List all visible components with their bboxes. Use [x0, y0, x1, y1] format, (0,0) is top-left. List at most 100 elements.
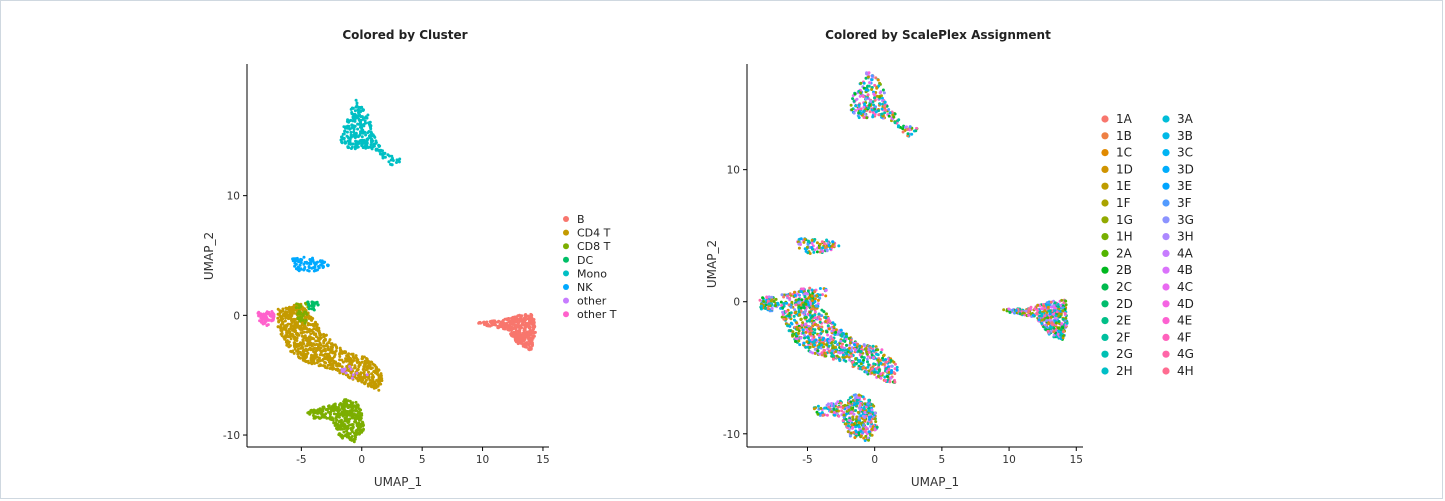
data-point [824, 316, 828, 320]
data-point [335, 418, 339, 422]
data-point [854, 425, 858, 429]
data-point [1049, 300, 1053, 304]
data-point [307, 411, 311, 415]
data-point [854, 396, 857, 400]
data-point [276, 316, 280, 320]
data-point [854, 409, 858, 412]
data-point [532, 318, 536, 321]
data-point [807, 327, 811, 331]
data-point [806, 292, 810, 296]
data-point [258, 312, 262, 316]
data-point [871, 349, 875, 353]
data-point [807, 296, 811, 300]
data-point [1038, 314, 1042, 318]
legend-swatch [1162, 283, 1170, 291]
data-point [527, 324, 531, 328]
data-point [839, 339, 843, 343]
data-point [350, 423, 354, 426]
data-point [839, 401, 843, 405]
legend-swatch [563, 256, 569, 263]
data-point [508, 325, 512, 329]
data-point [354, 376, 358, 380]
data-point [305, 312, 309, 316]
data-point [845, 352, 849, 356]
data-point [1056, 302, 1060, 306]
data-point [315, 346, 319, 350]
data-point [528, 348, 531, 352]
data-point [316, 268, 319, 272]
data-point [361, 428, 365, 432]
data-point [391, 159, 395, 162]
data-point [889, 359, 893, 362]
data-point [345, 400, 348, 403]
data-point [893, 362, 897, 366]
data-point [867, 71, 871, 75]
data-point [810, 288, 814, 292]
data-point [848, 343, 852, 347]
data-point [866, 75, 870, 79]
data-point [344, 433, 348, 437]
x-axis-title: UMAP_1 [911, 475, 959, 489]
data-point [298, 267, 302, 271]
data-point [307, 328, 311, 332]
data-point [390, 154, 394, 158]
data-point [310, 342, 314, 346]
data-point [813, 331, 817, 335]
data-point [804, 302, 808, 306]
data-point [358, 106, 362, 109]
data-point [805, 245, 809, 249]
data-point [799, 290, 803, 294]
data-point [893, 121, 897, 125]
data-point [833, 413, 837, 417]
data-point [331, 356, 335, 360]
data-point [871, 111, 875, 114]
data-point [857, 425, 861, 429]
data-point [318, 332, 322, 336]
data-point [827, 244, 831, 247]
data-point [908, 125, 912, 129]
data-point [798, 313, 802, 317]
data-point [1044, 328, 1048, 332]
data-point [791, 330, 795, 334]
data-point [839, 345, 843, 349]
data-point [281, 317, 285, 321]
legend-swatch [563, 297, 569, 304]
data-point [298, 341, 302, 345]
data-point [884, 379, 887, 383]
data-point [308, 323, 312, 326]
y-tick-label: 0 [733, 297, 740, 309]
data-point [883, 100, 887, 104]
data-point [301, 338, 305, 342]
legend-label: 4C [1177, 280, 1193, 294]
data-point [1011, 308, 1015, 312]
data-point [862, 81, 866, 85]
data-point [1064, 303, 1068, 307]
data-point [356, 122, 360, 126]
data-point [279, 332, 283, 336]
x-tick-label: 5 [939, 454, 946, 466]
data-point [832, 407, 836, 411]
data-point [301, 318, 305, 322]
data-point [269, 314, 273, 318]
data-point [841, 353, 845, 357]
chart-title: Colored by ScalePlex Assignment [825, 28, 1051, 42]
data-point [854, 429, 858, 433]
data-point [308, 338, 312, 342]
data-point [798, 343, 802, 347]
data-point [813, 300, 817, 304]
data-point [478, 320, 482, 324]
data-point [306, 341, 310, 345]
data-point [767, 295, 771, 299]
data-point [387, 160, 391, 164]
data-point [868, 110, 872, 114]
data-point [813, 310, 817, 314]
data-point [530, 313, 534, 317]
data-point [352, 431, 356, 435]
data-point [872, 404, 876, 408]
data-point [799, 317, 803, 321]
data-point [365, 367, 369, 370]
data-point [859, 414, 863, 418]
data-point [355, 431, 359, 435]
data-point [834, 345, 838, 349]
